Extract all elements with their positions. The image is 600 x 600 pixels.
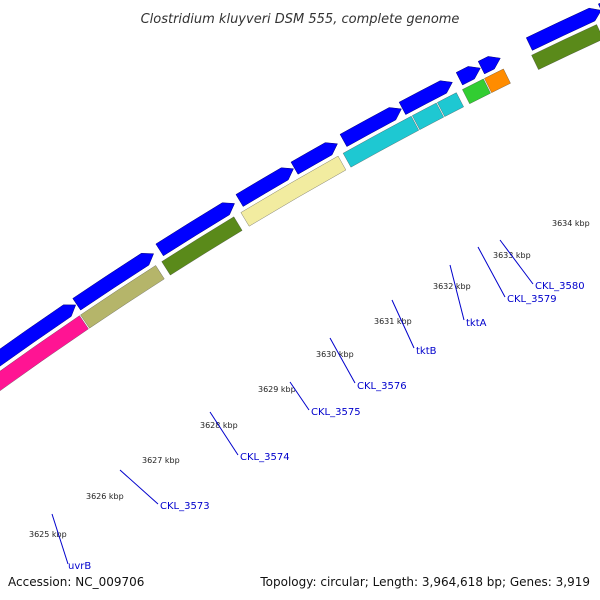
cds-arrow bbox=[235, 167, 294, 207]
cds-arrow bbox=[398, 80, 453, 115]
kbp-label: 3632 kbp bbox=[433, 282, 471, 291]
gene-block bbox=[240, 155, 347, 227]
gene-label: tktA bbox=[466, 318, 487, 329]
cds-arrow bbox=[155, 202, 235, 257]
gene-label: CKL_3576 bbox=[357, 381, 407, 392]
gene-block bbox=[342, 115, 419, 168]
gene-label: CKL_3580 bbox=[535, 281, 585, 292]
kbp-label: 3634 kbp bbox=[552, 219, 590, 228]
topology-summary: Topology: circular; Length: 3,964,618 bp… bbox=[259, 575, 590, 589]
gene-label: CKL_3573 bbox=[160, 501, 210, 512]
gene-block bbox=[0, 315, 89, 391]
gene-label: CKL_3574 bbox=[240, 452, 290, 463]
kbp-label: 3631 kbp bbox=[374, 317, 412, 326]
gene-leader-line bbox=[499, 239, 534, 285]
gene-leader-line bbox=[289, 381, 310, 411]
cds-arrow bbox=[455, 66, 481, 86]
accession-text: Accession: NC_009706 bbox=[8, 575, 144, 589]
gene-block bbox=[462, 78, 491, 105]
gene-block bbox=[412, 102, 444, 130]
gene-block bbox=[484, 68, 511, 93]
gene-label: uvrB bbox=[68, 561, 91, 572]
kbp-label: 3627 kbp bbox=[142, 456, 180, 465]
gene-block bbox=[437, 92, 464, 117]
gene-leader-line bbox=[51, 513, 69, 565]
cds-arrow bbox=[525, 7, 600, 51]
gene-block bbox=[531, 24, 600, 70]
kbp-label: 3630 kbp bbox=[316, 350, 354, 359]
gene-block bbox=[161, 216, 243, 276]
map-title: Clostridium kluyveri DSM 555, complete g… bbox=[141, 12, 460, 27]
gene-label-layer: uvrB CKL_3573 CKL_3574 CKL_3575 CKL_3576 tktB… bbox=[51, 239, 585, 572]
kbp-label: 3626 kbp bbox=[86, 492, 124, 501]
gene-leader-line bbox=[449, 264, 465, 321]
kbp-label: 3625 kbp bbox=[29, 530, 67, 539]
cds-arrow bbox=[339, 107, 402, 147]
cds-arrow bbox=[290, 142, 338, 175]
gene-label: CKL_3575 bbox=[311, 407, 361, 418]
gene-leader-line bbox=[391, 299, 415, 349]
cds-arrow bbox=[477, 56, 501, 75]
gene-block bbox=[80, 265, 165, 329]
cds-arrow bbox=[72, 253, 154, 311]
kbp-label: 3629 kbp bbox=[258, 385, 296, 394]
gene-label: tktB bbox=[416, 346, 437, 357]
gene-label: CKL_3579 bbox=[507, 294, 557, 305]
gene-leader-line bbox=[477, 246, 506, 298]
gene-leader-line bbox=[329, 337, 356, 384]
cds-arrow bbox=[0, 304, 77, 367]
gene-leader-line bbox=[209, 411, 239, 456]
gene-leader-line bbox=[119, 469, 159, 505]
feature-layer bbox=[0, 2, 600, 391]
